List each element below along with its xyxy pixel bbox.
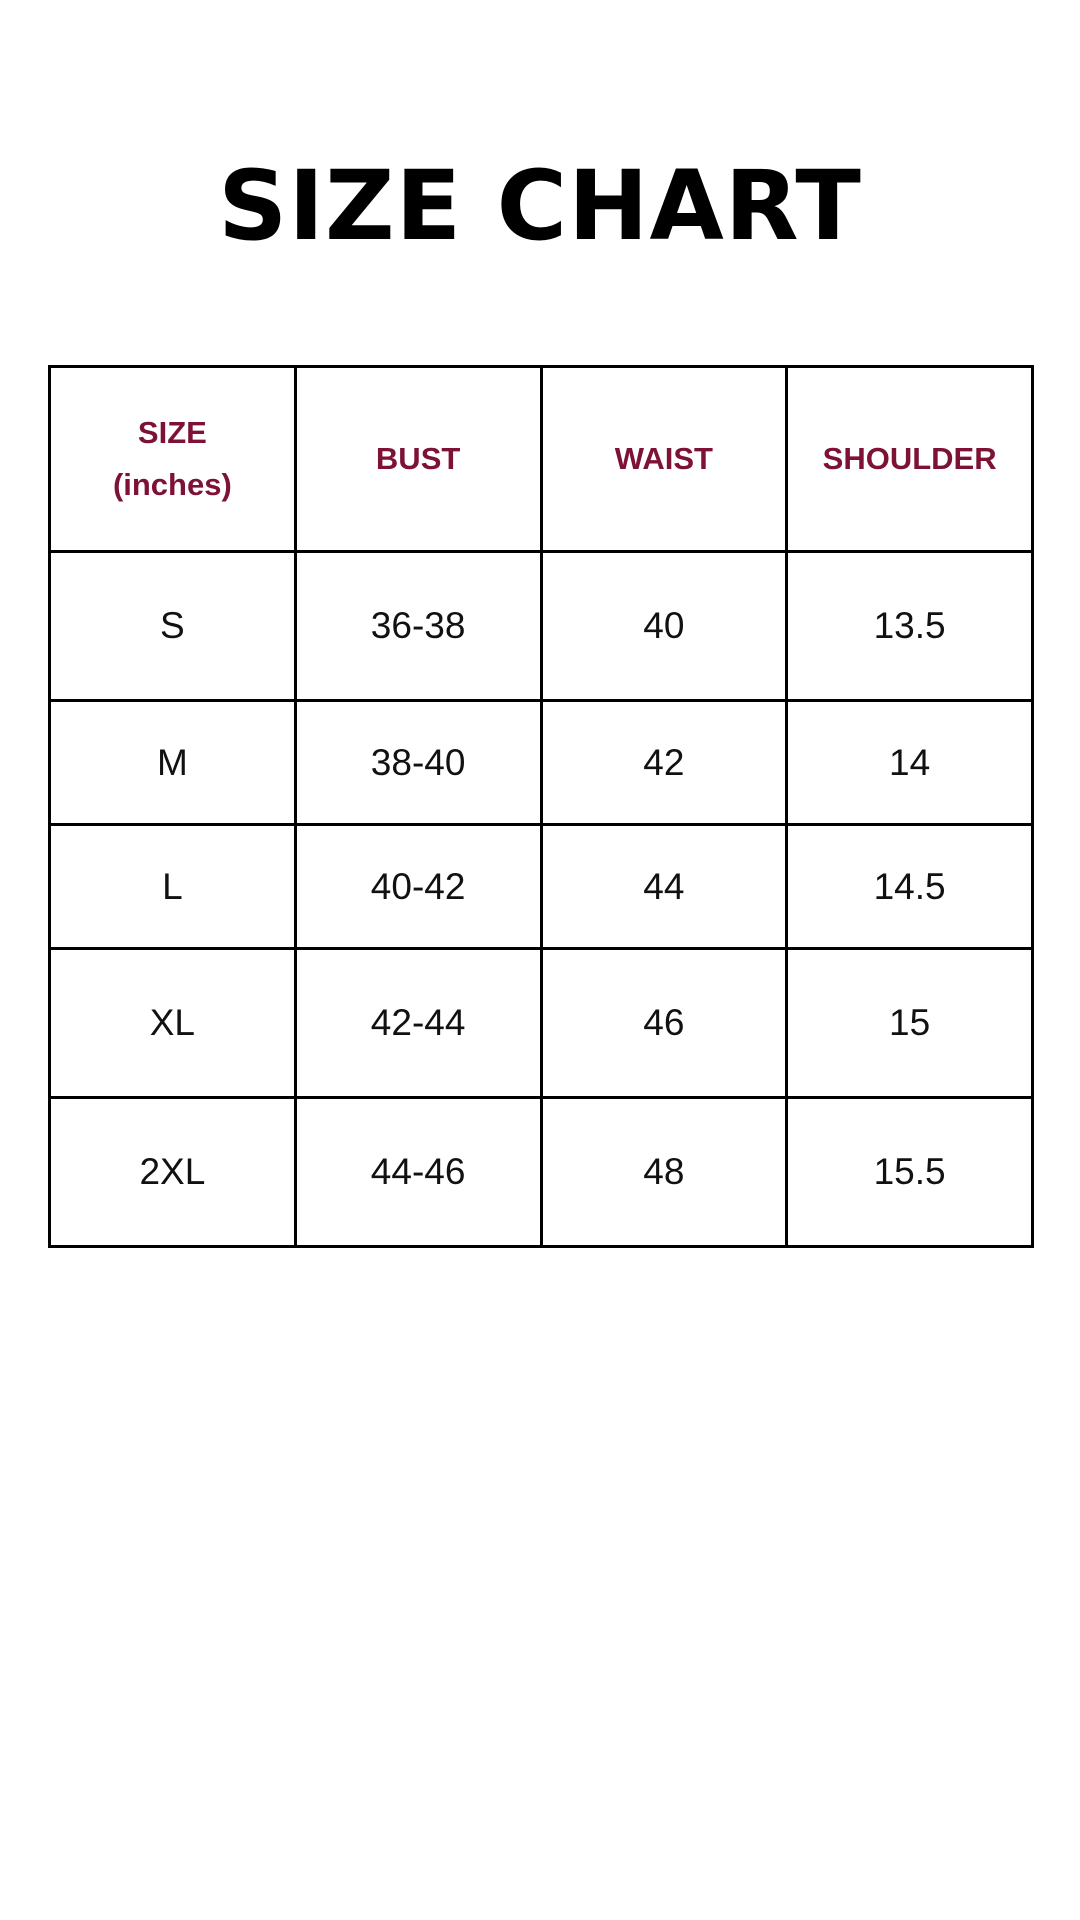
table-cell: 42-44 bbox=[293, 947, 543, 1099]
size-chart-table: SIZE (inches) BUST WAIST SHOULDER S 36-38 40 13… bbox=[48, 365, 1034, 1248]
table-cell: 46 bbox=[539, 947, 789, 1099]
table-cell: 2XL bbox=[48, 1096, 297, 1248]
column-header-line: WAIST bbox=[614, 441, 713, 476]
table-cell: 15 bbox=[785, 947, 1034, 1099]
table-row: 2XL 44-46 48 15.5 bbox=[48, 1096, 1034, 1248]
table-row: M 38-40 42 14 bbox=[48, 699, 1034, 826]
column-header: BUST bbox=[293, 365, 543, 553]
column-header: SHOULDER bbox=[785, 365, 1034, 553]
table-cell: 38-40 bbox=[293, 699, 543, 826]
table-cell: 44-46 bbox=[293, 1096, 543, 1248]
column-header-line: (inches) bbox=[112, 467, 232, 502]
table-cell: 40-42 bbox=[293, 823, 543, 950]
table-cell: S bbox=[48, 550, 297, 702]
table-cell: 40 bbox=[539, 550, 789, 702]
table-cell: 15.5 bbox=[785, 1096, 1034, 1248]
table-cell: 42 bbox=[539, 699, 789, 826]
table-cell: M bbox=[48, 699, 297, 826]
table-cell: 14 bbox=[785, 699, 1034, 826]
table-row: L 40-42 44 14.5 bbox=[48, 823, 1034, 950]
table-cell: 44 bbox=[539, 823, 789, 950]
table-cell: L bbox=[48, 823, 297, 950]
column-header-line: SIZE bbox=[137, 415, 207, 450]
table-cell: 48 bbox=[539, 1096, 789, 1248]
table-row: XL 42-44 46 15 bbox=[48, 947, 1034, 1099]
column-header: WAIST bbox=[539, 365, 789, 553]
column-header-line: SHOULDER bbox=[822, 441, 997, 476]
table-cell: 36-38 bbox=[293, 550, 543, 702]
column-header: SIZE (inches) bbox=[48, 365, 297, 553]
header-row: SIZE (inches) BUST WAIST SHOULDER bbox=[48, 365, 1034, 553]
page-title: SIZE CHART bbox=[218, 150, 862, 262]
table-cell: 14.5 bbox=[785, 823, 1034, 950]
column-header-line: BUST bbox=[375, 441, 461, 476]
table-cell: 13.5 bbox=[785, 550, 1034, 702]
table-cell: XL bbox=[48, 947, 297, 1099]
table-row: S 36-38 40 13.5 bbox=[48, 550, 1034, 702]
